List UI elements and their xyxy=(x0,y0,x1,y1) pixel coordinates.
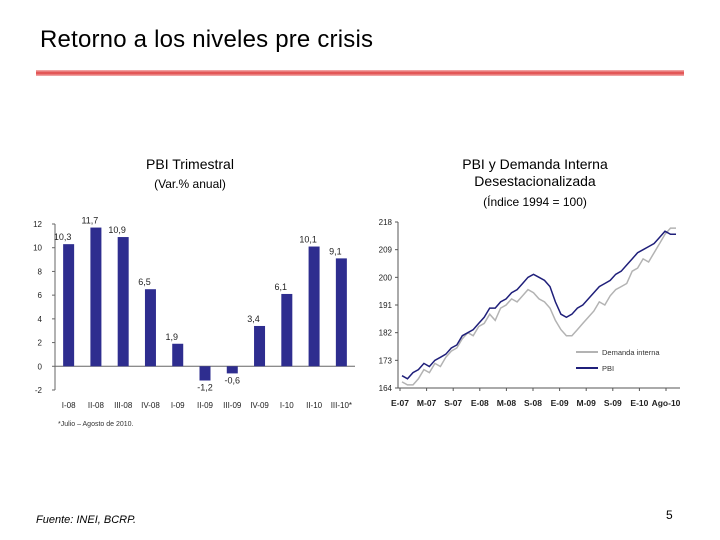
bar-chart-title: PBI Trimestral xyxy=(146,156,234,172)
bar-chart-footnote: *Julio – Agosto de 2010. xyxy=(58,421,134,428)
line-y-tick-label: 182 xyxy=(379,329,393,338)
line-x-tick-label: S-07 xyxy=(444,398,462,408)
line-x-tick-label: E-10 xyxy=(630,398,648,408)
line-chart: 164 173 182 191 200 209 218 E-07 M-07 S-07 E-08 M-0… xyxy=(379,218,681,408)
line-chart-title-line1: PBI y Demanda Interna xyxy=(462,156,608,172)
bar-x-tick-label: II-09 xyxy=(197,401,214,410)
bar-x-tick-label: III-09 xyxy=(223,401,242,410)
bar xyxy=(172,343,184,367)
bar-x-tick-label: I-08 xyxy=(62,401,76,410)
bar-x-tick-label: II-08 xyxy=(88,401,105,410)
bar-x-tick-label: I-10 xyxy=(280,401,294,410)
legend-label: PBI xyxy=(602,364,614,373)
bar-chart-subtitle: (Var.% anual) xyxy=(154,177,226,191)
bar-chart: 12 10 8 6 4 2 0 -2 10,3 I-08 11,7 II-08 10,9 III-08 6,… xyxy=(33,216,355,410)
bar-value-label: 10,3 xyxy=(54,232,72,242)
bar-y-tick-label: 2 xyxy=(38,339,43,348)
bar-x-tick-label: IV-09 xyxy=(250,401,269,410)
bar xyxy=(117,237,129,367)
bar-y-tick-label: 10 xyxy=(33,244,42,253)
title-underline xyxy=(36,70,684,76)
line-x-tick-label: M-08 xyxy=(497,398,517,408)
bar-value-label: 6,5 xyxy=(138,277,151,287)
line-y-tick-label: 200 xyxy=(379,273,393,282)
bar-value-label: 6,1 xyxy=(275,282,288,292)
series-line-pbi xyxy=(401,230,676,380)
line-chart-subtitle: (Índice 1994 = 100) xyxy=(483,195,587,209)
legend-label: Demanda interna xyxy=(602,348,660,357)
page-number: 5 xyxy=(666,508,673,522)
bar-x-tick-label: I-09 xyxy=(171,401,185,410)
line-x-tick-label: S-08 xyxy=(524,398,542,408)
line-x-tick-label: S-09 xyxy=(604,398,622,408)
slide-title: Retorno a los niveles pre crisis xyxy=(40,26,374,53)
line-x-tick-label: M-07 xyxy=(417,398,437,408)
bar-value-label: 1,9 xyxy=(165,332,178,342)
bar xyxy=(335,258,347,367)
bar xyxy=(254,325,266,367)
bar-y-tick-label: 4 xyxy=(38,315,43,324)
bar-value-label: -1,2 xyxy=(197,383,213,393)
bar xyxy=(63,244,75,367)
line-x-tick-label: E-08 xyxy=(471,398,489,408)
line-y-tick-label: 173 xyxy=(379,356,393,365)
bar-y-tick-label: -2 xyxy=(35,386,43,395)
bar-value-label: -0,6 xyxy=(225,375,241,385)
bar xyxy=(226,366,238,374)
bar-y-tick-label: 12 xyxy=(33,220,42,229)
source-note: Fuente: INEI, BCRP. xyxy=(36,514,137,526)
line-x-tick-label: M-09 xyxy=(577,398,597,408)
bar-y-tick-label: 0 xyxy=(38,362,43,371)
line-y-tick-label: 218 xyxy=(379,218,393,227)
bar-x-tick-label: II-10 xyxy=(306,401,323,410)
bar-y-tick-label: 8 xyxy=(38,267,43,276)
bar xyxy=(199,366,211,381)
bar xyxy=(308,246,320,367)
line-y-tick-label: 209 xyxy=(379,246,393,255)
bar-value-label: 9,1 xyxy=(329,246,342,256)
bar-value-label: 3,4 xyxy=(247,314,260,324)
bar-x-tick-label: III-08 xyxy=(114,401,133,410)
bar-x-tick-label: III-10* xyxy=(331,401,352,410)
bar xyxy=(281,293,293,367)
line-y-tick-label: 191 xyxy=(379,301,393,310)
bar-value-label: 10,1 xyxy=(299,235,317,245)
line-chart-title: PBI y Demanda Interna Desestacionalizada xyxy=(420,156,650,190)
series-line-demanda-interna xyxy=(401,227,676,386)
bar xyxy=(144,289,156,367)
line-x-tick-label: E-09 xyxy=(551,398,569,408)
bar-value-label: 10,9 xyxy=(108,225,126,235)
bar-y-tick-label: 6 xyxy=(38,291,43,300)
bar xyxy=(90,227,102,367)
bar-value-label: 11,7 xyxy=(81,216,98,226)
line-chart-title-line2: Desestacionalizada xyxy=(474,173,596,189)
line-y-tick-label: 164 xyxy=(379,384,393,393)
line-x-tick-label: Ago-10 xyxy=(652,398,681,408)
line-x-tick-label: E-07 xyxy=(391,398,409,408)
bar-x-tick-label: IV-08 xyxy=(141,401,160,410)
